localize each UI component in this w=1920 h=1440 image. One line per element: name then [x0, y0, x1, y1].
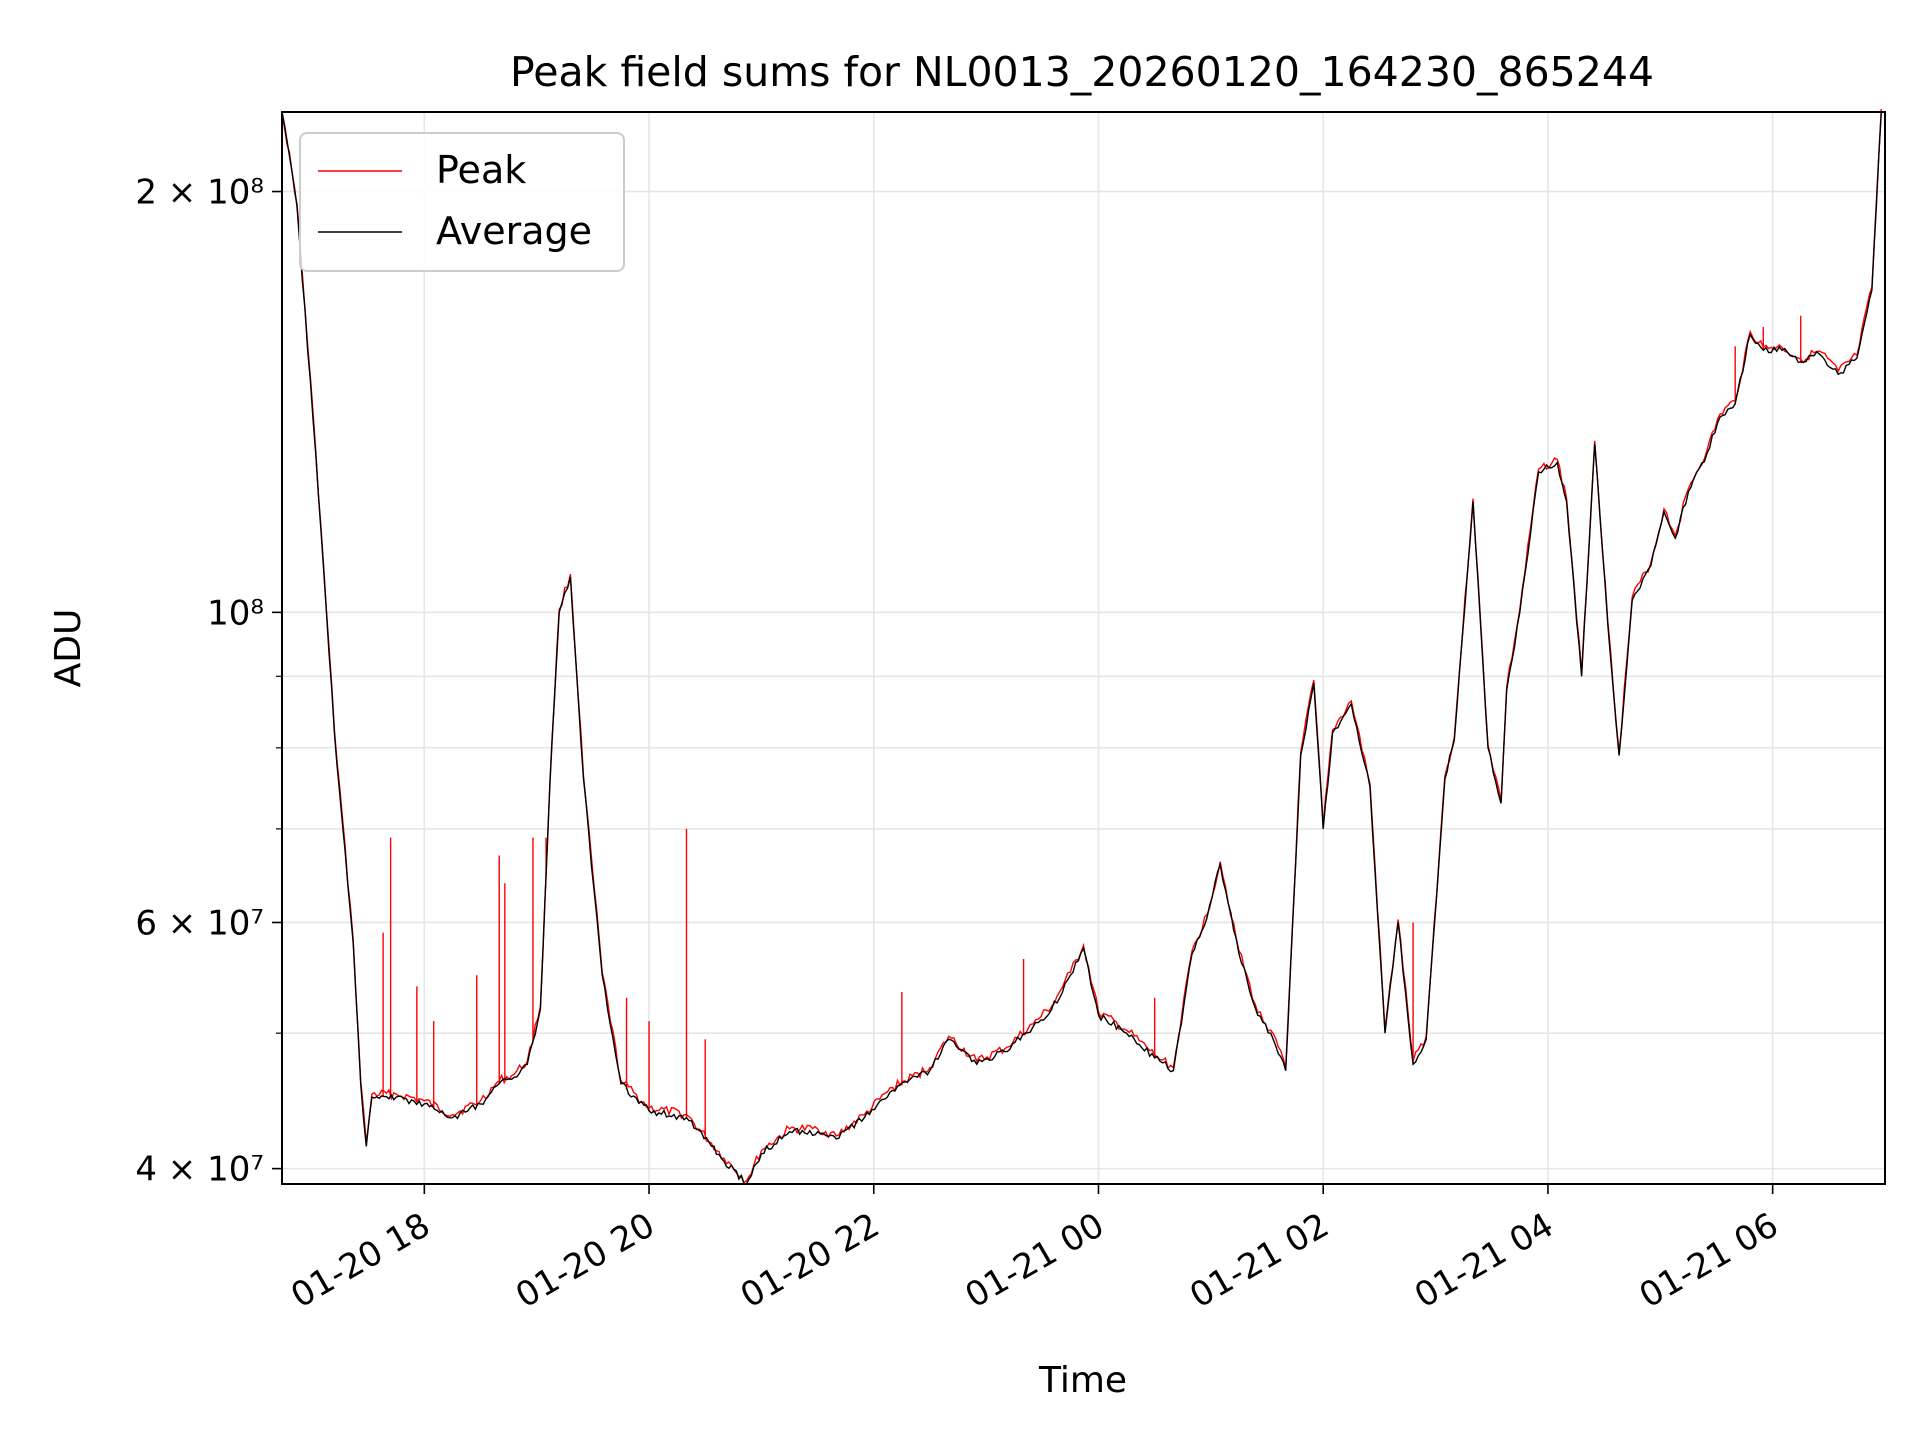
y-tick-label: 4 × 10⁷ [135, 1150, 264, 1190]
average-series-layer [281, 111, 1882, 1185]
legend-peak-label: Peak [436, 148, 526, 192]
legend-box [299, 132, 625, 272]
y-axis-label: ADU [48, 609, 89, 688]
y-axis-ticks: 4 × 10⁷ 6 × 10⁷ 10⁸ 2 × 10⁸ [135, 173, 282, 1190]
y-tick-label: 2 × 10⁸ [135, 173, 264, 213]
legend: Peak Average [299, 132, 625, 272]
y-tick-label: 10⁸ [207, 593, 264, 633]
y-tick-label: 6 × 10⁷ [135, 903, 264, 943]
average-line [281, 111, 1882, 1185]
legend-average-label: Average [436, 209, 592, 253]
chart-title: Peak field sums for NL0013_20260120_1642… [510, 48, 1654, 96]
x-axis-label: Time [1038, 1360, 1127, 1401]
plot-frame [281, 111, 1886, 1185]
